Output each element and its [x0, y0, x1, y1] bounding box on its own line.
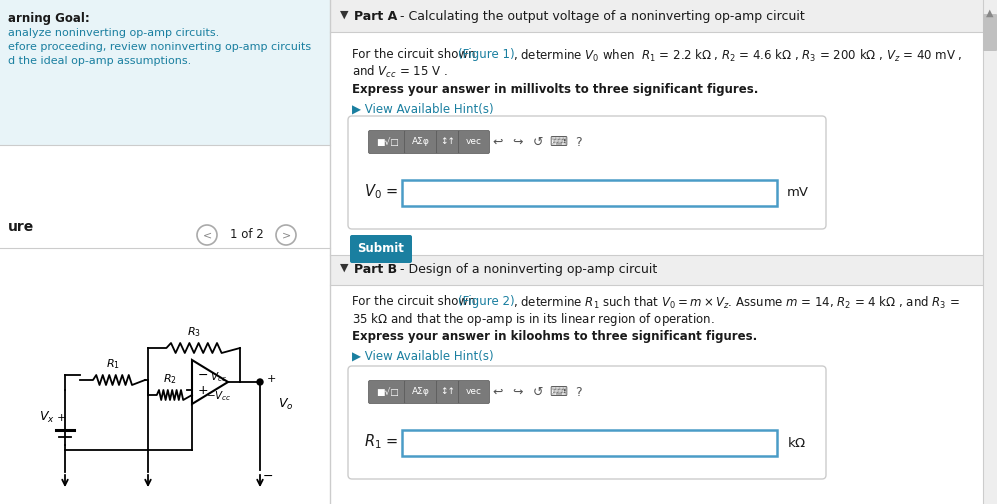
FancyBboxPatch shape [459, 131, 490, 154]
Text: ↺: ↺ [532, 386, 543, 399]
FancyBboxPatch shape [437, 131, 460, 154]
Text: +: + [198, 385, 208, 398]
Text: ↪: ↪ [512, 136, 523, 149]
FancyBboxPatch shape [330, 0, 983, 32]
Text: mV: mV [787, 186, 809, 200]
FancyBboxPatch shape [350, 235, 412, 263]
FancyBboxPatch shape [983, 0, 997, 504]
FancyBboxPatch shape [348, 116, 826, 229]
Text: vec: vec [466, 388, 482, 397]
Text: ▶ View Available Hint(s): ▶ View Available Hint(s) [352, 350, 494, 363]
Text: - Design of a noninverting op-amp circuit: - Design of a noninverting op-amp circui… [400, 263, 657, 276]
Text: ↩: ↩ [493, 386, 503, 399]
Text: 35 k$\Omega$ and that the op-amp is in its linear region of operation.: 35 k$\Omega$ and that the op-amp is in i… [352, 311, 715, 328]
Text: k$\Omega$: k$\Omega$ [787, 436, 807, 450]
Text: ure: ure [8, 220, 34, 234]
Text: ▲: ▲ [986, 8, 994, 18]
Text: Express your answer in millivolts to three significant figures.: Express your answer in millivolts to thr… [352, 83, 759, 96]
FancyBboxPatch shape [983, 14, 997, 51]
Text: ⌨: ⌨ [549, 136, 567, 149]
Text: and $V_{cc}$ = 15 V .: and $V_{cc}$ = 15 V . [352, 64, 448, 80]
Text: ?: ? [574, 136, 581, 149]
Text: ⌨: ⌨ [549, 386, 567, 399]
Text: <: < [202, 230, 211, 240]
FancyBboxPatch shape [0, 0, 330, 145]
Text: ↪: ↪ [512, 386, 523, 399]
FancyBboxPatch shape [402, 430, 777, 456]
Text: For the circuit shown: For the circuit shown [352, 295, 476, 308]
Circle shape [257, 379, 263, 385]
FancyBboxPatch shape [330, 0, 983, 504]
Text: For the circuit shown: For the circuit shown [352, 48, 476, 61]
Text: ▼: ▼ [340, 263, 349, 273]
Text: Submit: Submit [358, 242, 405, 256]
Text: −: − [263, 470, 273, 483]
Text: arning Goal:: arning Goal: [8, 12, 90, 25]
FancyBboxPatch shape [459, 381, 490, 404]
Text: Part B: Part B [354, 263, 397, 276]
FancyBboxPatch shape [402, 180, 777, 206]
Text: ↺: ↺ [532, 136, 543, 149]
FancyBboxPatch shape [369, 131, 406, 154]
Text: $V_{cc}$: $V_{cc}$ [210, 370, 227, 384]
Text: (Figure 1): (Figure 1) [458, 48, 514, 61]
Text: ■√□: ■√□ [376, 138, 399, 147]
FancyBboxPatch shape [369, 381, 406, 404]
Text: , determine $V_0$ when  $R_1$ = 2.2 k$\Omega$ , $R_2$ = 4.6 k$\Omega$ , $R_3$ = : , determine $V_0$ when $R_1$ = 2.2 k$\Om… [513, 48, 962, 64]
Text: $R_1$: $R_1$ [106, 357, 120, 371]
Text: ↕↑: ↕↑ [441, 388, 456, 397]
Text: $V_x$: $V_x$ [39, 410, 55, 425]
Text: vec: vec [466, 138, 482, 147]
FancyBboxPatch shape [437, 381, 460, 404]
FancyBboxPatch shape [405, 381, 438, 404]
Text: d the ideal op-amp assumptions.: d the ideal op-amp assumptions. [8, 56, 191, 66]
FancyBboxPatch shape [348, 366, 826, 479]
Text: $V_o$: $V_o$ [278, 397, 293, 412]
Text: ΑΣφ: ΑΣφ [412, 388, 430, 397]
Text: , determine $R_1$ such that $V_0 = m \times V_z$. Assume $m$ = 14, $R_2$ = 4 k$\: , determine $R_1$ such that $V_0 = m \ti… [513, 295, 960, 311]
Text: analyze noninverting op-amp circuits.: analyze noninverting op-amp circuits. [8, 28, 219, 38]
Text: $-V_{cc}$: $-V_{cc}$ [206, 389, 231, 403]
FancyBboxPatch shape [0, 145, 330, 504]
Text: ?: ? [574, 386, 581, 399]
FancyBboxPatch shape [405, 131, 438, 154]
Text: >: > [281, 230, 290, 240]
Text: $R_1$ =: $R_1$ = [364, 432, 399, 452]
FancyBboxPatch shape [330, 255, 983, 285]
Text: +: + [56, 413, 66, 423]
Text: $R_3$: $R_3$ [187, 325, 201, 339]
Text: ↩: ↩ [493, 136, 503, 149]
Text: −: − [198, 368, 208, 382]
Text: efore proceeding, review noninverting op-amp circuits: efore proceeding, review noninverting op… [8, 42, 311, 52]
Text: $R_2$: $R_2$ [164, 372, 176, 386]
Text: 1 of 2: 1 of 2 [230, 228, 264, 241]
Text: ▶ View Available Hint(s): ▶ View Available Hint(s) [352, 103, 494, 116]
Text: +: + [267, 374, 276, 384]
Text: ▼: ▼ [340, 10, 349, 20]
Text: - Calculating the output voltage of a noninverting op-amp circuit: - Calculating the output voltage of a no… [400, 10, 805, 23]
Text: ■√□: ■√□ [376, 388, 399, 397]
Text: ΑΣφ: ΑΣφ [412, 138, 430, 147]
Text: $V_0$ =: $V_0$ = [364, 182, 398, 202]
Text: ↕↑: ↕↑ [441, 138, 456, 147]
Text: Part A: Part A [354, 10, 397, 23]
Text: Express your answer in kiloohms to three significant figures.: Express your answer in kiloohms to three… [352, 330, 758, 343]
Text: (Figure 2): (Figure 2) [458, 295, 514, 308]
